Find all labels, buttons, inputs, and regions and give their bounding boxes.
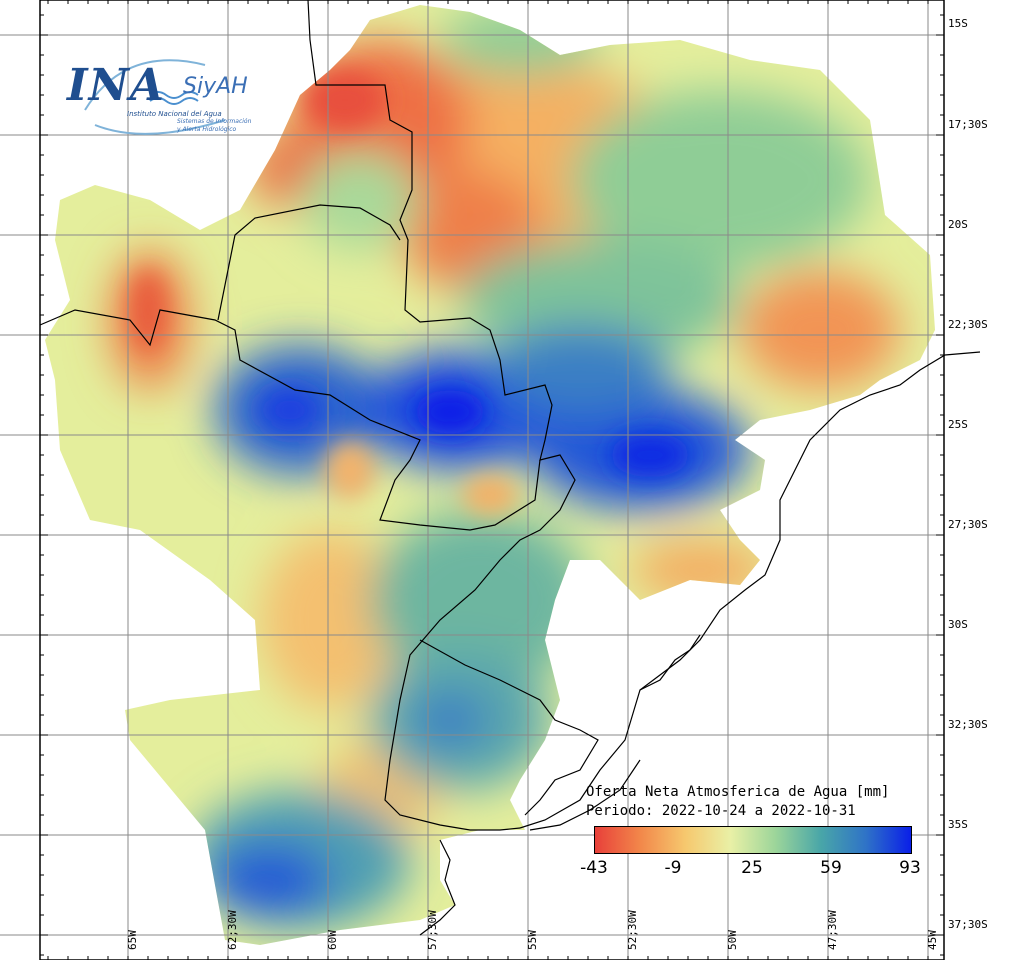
lat-label: 35S <box>948 818 968 831</box>
lon-label: 52;30W <box>626 910 639 950</box>
ina-siyah-logo: INA SiyAH Instituto Nacional del Agua Si… <box>55 50 270 145</box>
lat-label: 32;30S <box>948 718 988 731</box>
logo-system-text-2: y Alerta Hidrológico <box>177 126 237 133</box>
lon-label: 47;30W <box>826 910 839 950</box>
logo-system-text-1: Sistemas de Información <box>177 118 252 125</box>
logo-swoosh-icon <box>84 59 226 135</box>
lat-label: 37;30S <box>948 918 988 931</box>
lon-label: 60W <box>326 930 339 950</box>
lon-label: 62;30W <box>226 910 239 950</box>
logo-institute-text: Instituto Nacional del Agua <box>127 110 222 118</box>
logo-ina-text: INA <box>67 60 165 111</box>
legend-period: Periodo: 2022-10-24 a 2022-10-31 <box>586 803 856 819</box>
lon-label: 45W <box>926 930 939 950</box>
lat-label: 15S <box>948 17 968 30</box>
lat-label: 30S <box>948 618 968 631</box>
lat-label: 27;30S <box>948 518 988 531</box>
legend-title: Oferta Neta Atmosferica de Agua [mm] <box>586 784 890 800</box>
lon-label: 55W <box>526 930 539 950</box>
logo-siyah-text: SiyAH <box>183 74 248 99</box>
lat-label: 20S <box>948 218 968 231</box>
lon-label: 50W <box>726 930 739 950</box>
colorbar <box>594 826 912 854</box>
colorbar-tick-label: 25 <box>741 858 763 878</box>
lon-label: 57;30W <box>426 910 439 950</box>
colorbar-tick-label: -43 <box>580 858 608 878</box>
frame-ticks <box>40 0 944 960</box>
lat-label: 25S <box>948 418 968 431</box>
political-borders <box>39 0 981 936</box>
colorbar-tick-label: 59 <box>820 858 842 878</box>
colorbar-tick-label: -9 <box>664 858 682 878</box>
lat-label: 22;30S <box>948 318 988 331</box>
colorbar-tick-label: 93 <box>899 858 921 878</box>
lat-label: 17;30S <box>948 118 988 131</box>
lon-label: 65W <box>126 930 139 950</box>
